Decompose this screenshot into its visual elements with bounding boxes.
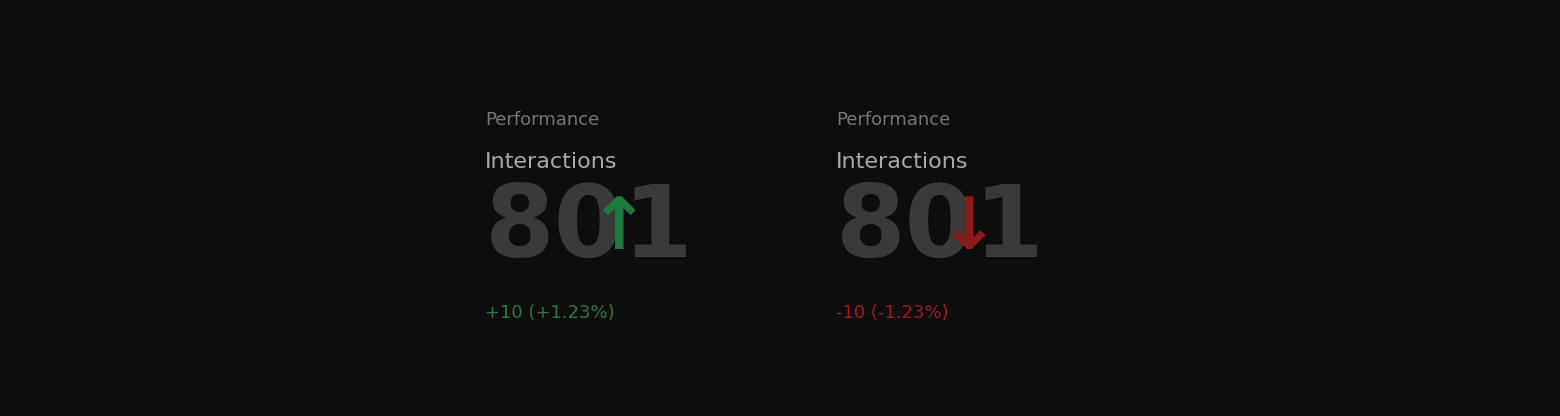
Text: Interactions: Interactions: [836, 152, 969, 172]
Text: +10 (+1.23%): +10 (+1.23%): [485, 304, 615, 322]
Text: Performance: Performance: [485, 111, 599, 129]
Text: Interactions: Interactions: [485, 152, 618, 172]
Text: 801: 801: [485, 181, 694, 278]
Text: ↓: ↓: [939, 195, 998, 264]
Text: 801: 801: [836, 181, 1045, 278]
Text: -10 (-1.23%): -10 (-1.23%): [836, 304, 948, 322]
Text: ↑: ↑: [588, 195, 649, 264]
Text: Performance: Performance: [836, 111, 950, 129]
